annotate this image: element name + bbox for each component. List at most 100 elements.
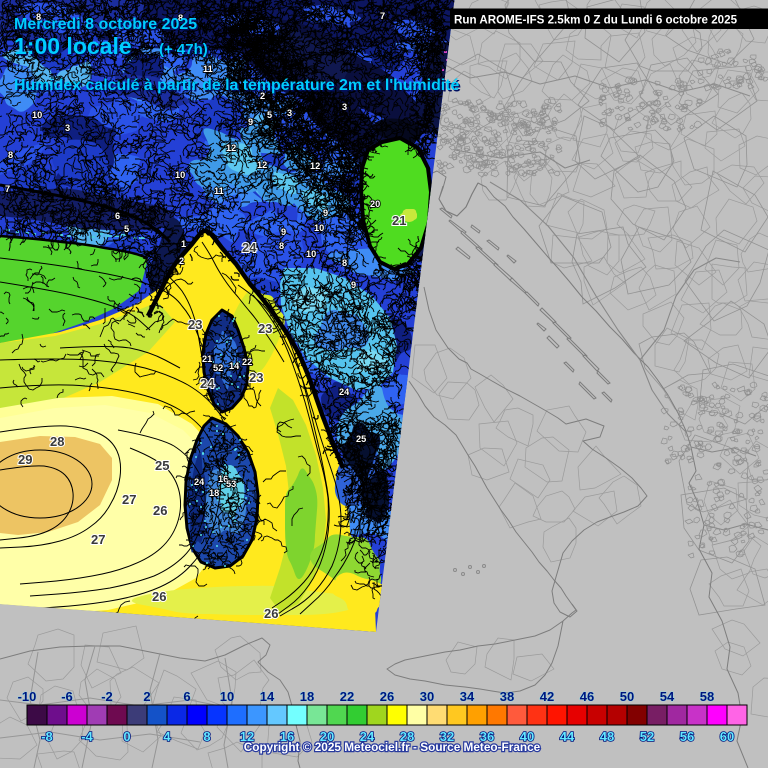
svg-text:-4: -4 <box>81 729 93 744</box>
svg-text:12: 12 <box>226 143 236 153</box>
svg-text:3: 3 <box>287 108 292 118</box>
svg-text:12: 12 <box>310 161 320 171</box>
svg-text:7: 7 <box>380 11 385 21</box>
svg-text:4: 4 <box>163 729 171 744</box>
svg-text:-2: -2 <box>101 689 113 704</box>
svg-text:2: 2 <box>179 256 184 266</box>
svg-text:9: 9 <box>248 117 253 127</box>
svg-text:0: 0 <box>123 729 130 744</box>
svg-text:24: 24 <box>339 387 350 397</box>
svg-text:2: 2 <box>260 91 265 101</box>
svg-text:-8: -8 <box>41 729 53 744</box>
svg-text:12: 12 <box>257 160 267 170</box>
svg-text:44: 44 <box>560 729 575 744</box>
svg-text:60: 60 <box>720 729 734 744</box>
svg-text:16: 16 <box>280 729 294 744</box>
svg-text:9: 9 <box>351 280 356 290</box>
svg-text:27: 27 <box>91 532 105 547</box>
svg-text:56: 56 <box>680 729 694 744</box>
svg-text:21: 21 <box>392 213 406 228</box>
svg-text:26: 26 <box>153 503 167 518</box>
svg-text:6: 6 <box>183 689 190 704</box>
svg-text:8: 8 <box>8 150 13 160</box>
svg-text:21: 21 <box>202 354 212 364</box>
svg-text:11: 11 <box>214 186 224 196</box>
svg-text:14: 14 <box>260 689 275 704</box>
svg-text:58: 58 <box>700 689 714 704</box>
svg-text:48: 48 <box>600 729 614 744</box>
svg-text:28: 28 <box>400 729 414 744</box>
svg-text:18: 18 <box>300 689 314 704</box>
svg-text:3: 3 <box>342 102 347 112</box>
svg-text:Humidex calculé à partir de la: Humidex calculé à partir de la températu… <box>16 79 461 96</box>
svg-text:10: 10 <box>220 689 234 704</box>
svg-text:10: 10 <box>314 223 324 233</box>
svg-text:1:00 locale: 1:00 locale <box>14 33 132 59</box>
svg-text:8: 8 <box>342 258 347 268</box>
svg-text:Humidex calculé à partir de la: Humidex calculé à partir de la températu… <box>14 77 459 94</box>
svg-text:5: 5 <box>124 224 129 234</box>
svg-text:18: 18 <box>209 488 219 498</box>
svg-text:11: 11 <box>203 64 213 74</box>
svg-text:24: 24 <box>360 729 375 744</box>
svg-text:Run AROME-IFS 2.5km 0 Z du Lun: Run AROME-IFS 2.5km 0 Z du Lundi 6 octob… <box>454 14 738 27</box>
svg-text:7: 7 <box>5 184 10 194</box>
svg-text:20: 20 <box>370 199 380 209</box>
svg-text:40: 40 <box>520 729 534 744</box>
svg-text:28: 28 <box>50 434 64 449</box>
svg-text:20: 20 <box>320 729 334 744</box>
svg-text:-10: -10 <box>18 689 37 704</box>
svg-text:52: 52 <box>213 363 223 373</box>
svg-text:24: 24 <box>200 376 215 391</box>
svg-text:50: 50 <box>620 689 634 704</box>
svg-text:22: 22 <box>242 357 252 367</box>
svg-text:Mercredi 8 octobre 2025: Mercredi 8 octobre 2025 <box>14 16 197 33</box>
svg-text:Mercredi 8 octobre 2025: Mercredi 8 octobre 2025 <box>16 18 199 35</box>
svg-text:10: 10 <box>32 110 42 120</box>
svg-text:30: 30 <box>420 689 434 704</box>
svg-text:26: 26 <box>264 606 278 621</box>
svg-text:23: 23 <box>258 321 272 336</box>
svg-text:36: 36 <box>480 729 494 744</box>
svg-text:8: 8 <box>203 729 210 744</box>
svg-text:1:00 locale: 1:00 locale <box>16 35 134 61</box>
svg-text:46: 46 <box>580 689 594 704</box>
svg-text:12: 12 <box>240 729 254 744</box>
svg-text:Copyright © 2025 Meteociel.fr: Copyright © 2025 Meteociel.fr - Source M… <box>244 740 541 754</box>
svg-text:8: 8 <box>279 241 284 251</box>
svg-text:14: 14 <box>229 361 240 371</box>
svg-text:32: 32 <box>440 729 454 744</box>
svg-text:10: 10 <box>306 249 316 259</box>
svg-text:27: 27 <box>122 492 136 507</box>
svg-text:29: 29 <box>18 452 32 467</box>
svg-text:9: 9 <box>323 208 328 218</box>
svg-text:52: 52 <box>640 729 654 744</box>
svg-text:24: 24 <box>194 477 205 487</box>
svg-text:10: 10 <box>175 170 185 180</box>
svg-text:(+ 47h): (+ 47h) <box>159 41 208 58</box>
svg-text:23: 23 <box>188 317 202 332</box>
svg-text:5: 5 <box>267 110 272 120</box>
svg-text:8: 8 <box>178 13 183 23</box>
svg-text:38: 38 <box>500 689 514 704</box>
svg-text:25: 25 <box>155 458 169 473</box>
svg-text:26: 26 <box>380 689 394 704</box>
svg-text:16: 16 <box>218 474 228 484</box>
svg-text:24: 24 <box>242 240 257 255</box>
svg-text:9: 9 <box>281 227 286 237</box>
svg-text:23: 23 <box>249 370 263 385</box>
svg-text:1: 1 <box>181 239 186 249</box>
svg-text:22: 22 <box>340 689 354 704</box>
svg-text:25: 25 <box>356 434 366 444</box>
svg-text:2: 2 <box>143 689 150 704</box>
svg-text:6: 6 <box>115 211 120 221</box>
svg-text:26: 26 <box>152 589 166 604</box>
svg-text:42: 42 <box>540 689 554 704</box>
svg-text:53: 53 <box>226 479 236 489</box>
svg-text:(+ 47h): (+ 47h) <box>161 43 210 60</box>
svg-text:-6: -6 <box>61 689 73 704</box>
svg-text:54: 54 <box>660 689 675 704</box>
svg-text:34: 34 <box>460 689 475 704</box>
svg-text:8: 8 <box>36 12 41 22</box>
svg-text:3: 3 <box>65 123 70 133</box>
